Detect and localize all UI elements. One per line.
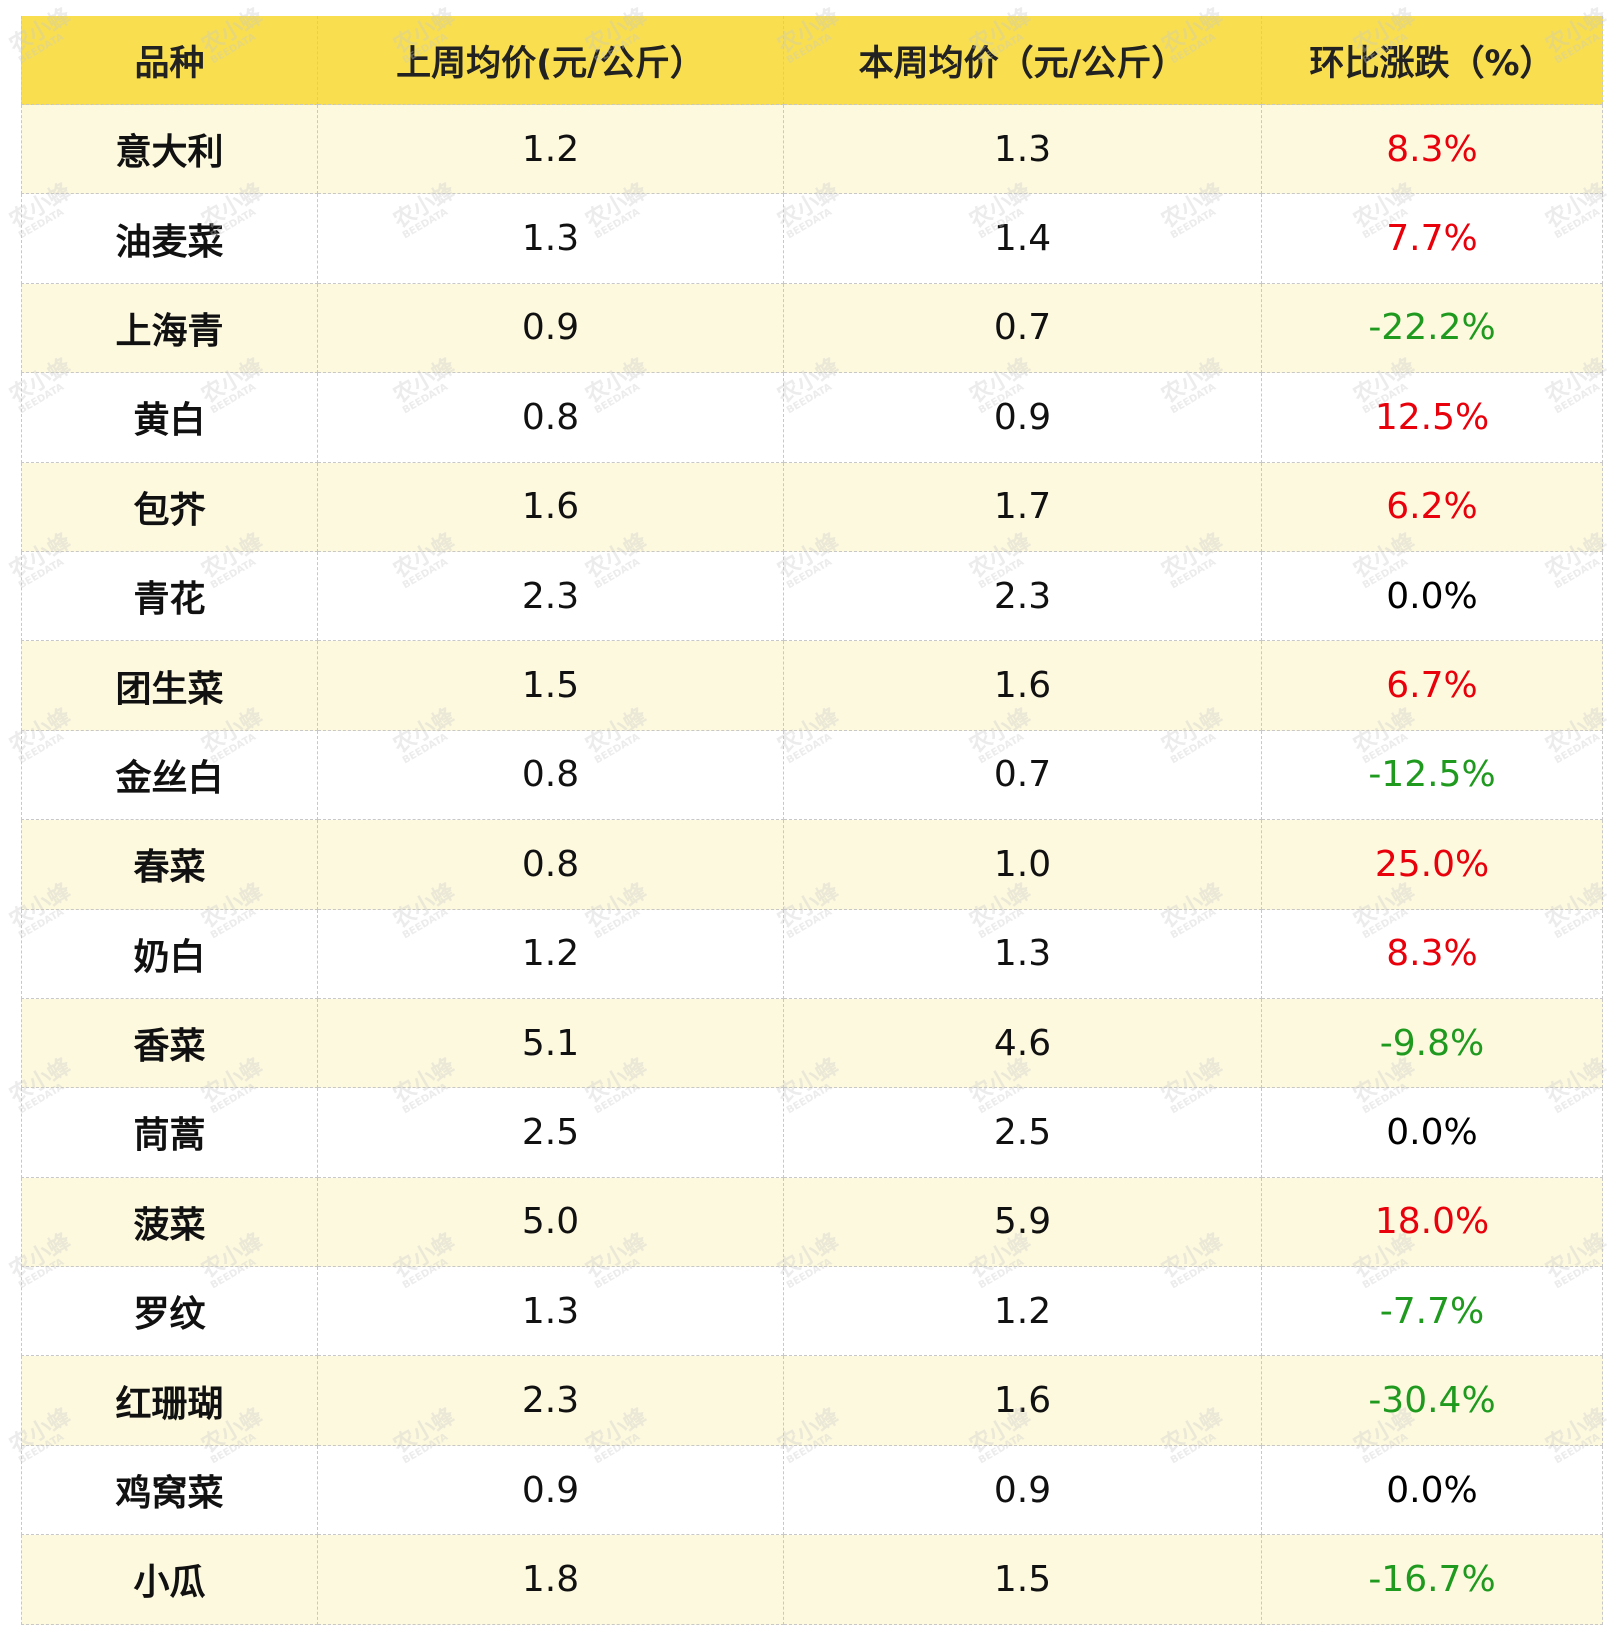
variety-cell: 金丝白 [21, 730, 318, 821]
price-cell: 0.9 [784, 373, 1262, 463]
change-cell: 8.3% [1262, 909, 1603, 999]
variety-cell: 小瓜 [21, 1535, 318, 1625]
change-cell: -9.8% [1262, 998, 1603, 1089]
price-cell: 2.5 [784, 1088, 1262, 1178]
change-cell: -12.5% [1262, 730, 1603, 821]
price-cell: 0.7 [784, 730, 1262, 821]
table-row: 青花 2.3 2.3 0.0% [21, 551, 1603, 642]
table-row: 春菜 0.8 1.0 25.0% [21, 820, 1603, 910]
change-cell: 12.5% [1262, 373, 1603, 463]
price-cell: 1.3 [318, 1267, 784, 1357]
change-cell: -30.4% [1262, 1356, 1603, 1446]
price-cell: 2.3 [784, 551, 1262, 642]
price-cell: 0.9 [784, 1445, 1262, 1536]
table-row: 小瓜 1.8 1.5 -16.7% [21, 1535, 1603, 1625]
table-row: 包芥 1.6 1.7 6.2% [21, 462, 1603, 552]
variety-cell: 奶白 [21, 909, 318, 999]
header-cell: 上周均价(元/公斤） [318, 16, 784, 105]
price-cell: 1.5 [318, 641, 784, 731]
price-cell: 0.7 [784, 283, 1262, 374]
price-cell: 1.6 [318, 462, 784, 552]
price-cell: 0.9 [318, 1445, 784, 1536]
variety-cell: 鸡窝菜 [21, 1445, 318, 1536]
price-cell: 1.0 [784, 820, 1262, 910]
header-cell: 本周均价（元/公斤） [784, 16, 1262, 105]
change-cell: 6.2% [1262, 462, 1603, 552]
price-cell: 4.6 [784, 998, 1262, 1089]
price-cell: 2.3 [318, 551, 784, 642]
variety-cell: 团生菜 [21, 641, 318, 731]
variety-cell: 春菜 [21, 820, 318, 910]
change-cell: 7.7% [1262, 194, 1603, 284]
table-row: 鸡窝菜 0.9 0.9 0.0% [21, 1445, 1603, 1536]
price-cell: 0.8 [318, 820, 784, 910]
change-cell: 6.7% [1262, 641, 1603, 731]
table-row: 金丝白 0.8 0.7 -12.5% [21, 730, 1603, 821]
change-cell: 0.0% [1262, 1088, 1603, 1178]
variety-cell: 菠菜 [21, 1177, 318, 1268]
change-cell: 25.0% [1262, 820, 1603, 910]
change-cell: 18.0% [1262, 1177, 1603, 1268]
price-cell: 1.5 [784, 1535, 1262, 1625]
variety-cell: 茼蒿 [21, 1088, 318, 1178]
table-row: 团生菜 1.5 1.6 6.7% [21, 641, 1603, 731]
change-cell: 0.0% [1262, 551, 1603, 642]
change-cell: -7.7% [1262, 1267, 1603, 1357]
table-row: 罗纹 1.3 1.2 -7.7% [21, 1267, 1603, 1357]
price-cell: 1.6 [784, 641, 1262, 731]
price-cell: 5.1 [318, 998, 784, 1089]
table-row: 红珊瑚 2.3 1.6 -30.4% [21, 1356, 1603, 1446]
variety-cell: 意大利 [21, 105, 318, 195]
price-cell: 5.0 [318, 1177, 784, 1268]
price-cell: 0.9 [318, 283, 784, 374]
table-row: 油麦菜 1.3 1.4 7.7% [21, 194, 1603, 284]
price-cell: 2.5 [318, 1088, 784, 1178]
price-cell: 1.3 [784, 909, 1262, 999]
price-cell: 5.9 [784, 1177, 1262, 1268]
variety-cell: 黄白 [21, 373, 318, 463]
variety-cell: 红珊瑚 [21, 1356, 318, 1446]
header-row: 品种 上周均价(元/公斤） 本周均价（元/公斤） 环比涨跌（%） [21, 16, 1603, 105]
table-row: 茼蒿 2.5 2.5 0.0% [21, 1088, 1603, 1178]
price-cell: 1.2 [318, 105, 784, 195]
price-cell: 1.8 [318, 1535, 784, 1625]
change-cell: 8.3% [1262, 105, 1603, 195]
variety-cell: 上海青 [21, 283, 318, 374]
header-cell: 品种 [21, 16, 318, 105]
variety-cell: 青花 [21, 551, 318, 642]
table-row: 意大利 1.2 1.3 8.3% [21, 105, 1603, 195]
price-cell: 1.7 [784, 462, 1262, 552]
price-cell: 1.2 [318, 909, 784, 999]
variety-cell: 罗纹 [21, 1267, 318, 1357]
price-cell: 1.6 [784, 1356, 1262, 1446]
price-cell: 1.2 [784, 1267, 1262, 1357]
change-cell: -22.2% [1262, 283, 1603, 374]
table-row: 黄白 0.8 0.9 12.5% [21, 373, 1603, 463]
header-cell: 环比涨跌（%） [1262, 16, 1603, 105]
change-cell: 0.0% [1262, 1445, 1603, 1536]
change-cell: -16.7% [1262, 1535, 1603, 1625]
table-row: 奶白 1.2 1.3 8.3% [21, 909, 1603, 999]
table-row: 菠菜 5.0 5.9 18.0% [21, 1177, 1603, 1268]
price-cell: 1.3 [784, 105, 1262, 195]
price-cell: 1.4 [784, 194, 1262, 284]
variety-cell: 包芥 [21, 462, 318, 552]
price-cell: 0.8 [318, 373, 784, 463]
variety-cell: 香菜 [21, 998, 318, 1089]
price-cell: 2.3 [318, 1356, 784, 1446]
table-row: 香菜 5.1 4.6 -9.8% [21, 998, 1603, 1089]
price-cell: 1.3 [318, 194, 784, 284]
price-table: 品种 上周均价(元/公斤） 本周均价（元/公斤） 环比涨跌（%） 意大利 1.2 1.3 8.… [21, 16, 1603, 1625]
variety-cell: 油麦菜 [21, 194, 318, 284]
price-cell: 0.8 [318, 730, 784, 821]
table-row: 上海青 0.9 0.7 -22.2% [21, 283, 1603, 374]
